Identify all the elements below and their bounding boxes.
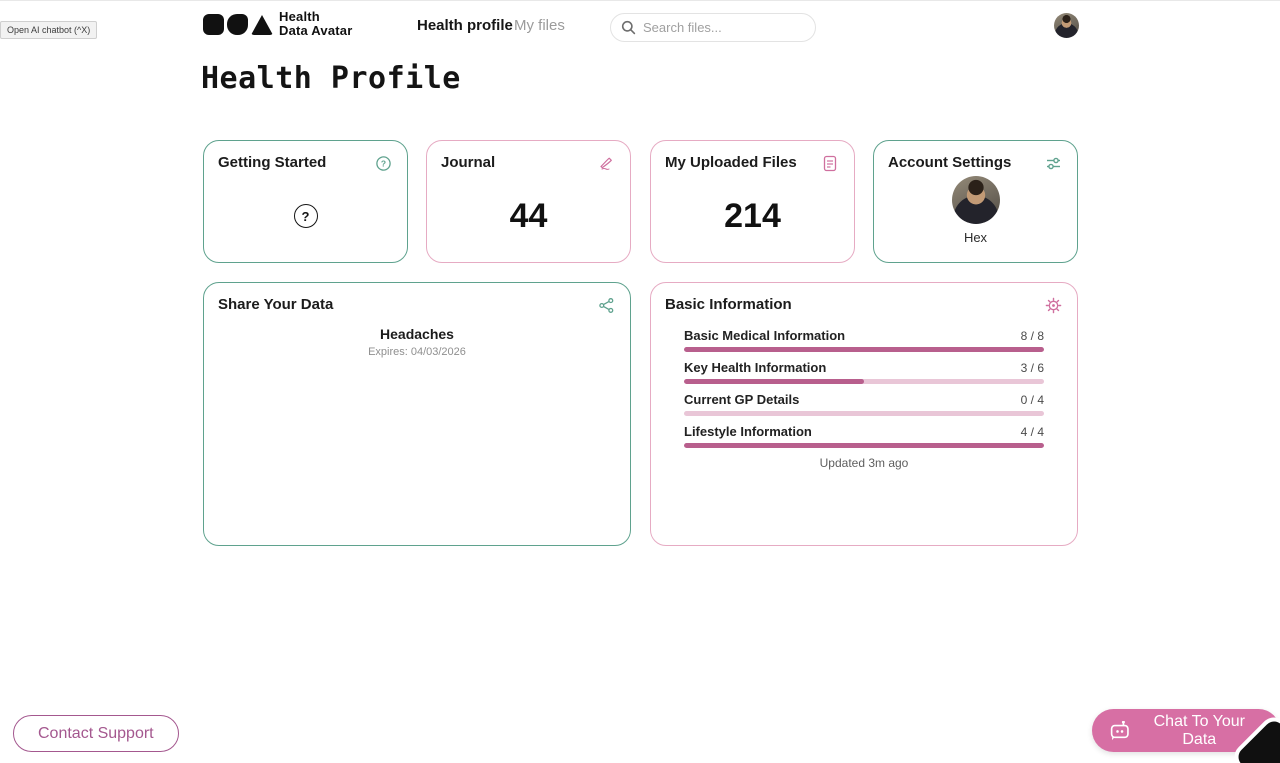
- search-icon: [621, 20, 636, 35]
- sliders-icon[interactable]: [1044, 154, 1062, 172]
- share-data-card[interactable]: Share Your Data Headaches Expires: 04/03…: [203, 282, 631, 546]
- progress-fill: [684, 347, 1044, 352]
- progress-label: Current GP Details: [684, 392, 800, 407]
- share-expiry: Expires: 04/03/2026: [368, 346, 466, 358]
- progress-label: Basic Medical Information: [684, 328, 846, 343]
- ai-chatbot-tooltip: Open AI chatbot (^X): [0, 21, 98, 39]
- user-avatar[interactable]: [1054, 13, 1079, 38]
- progress-track: [684, 443, 1044, 448]
- brand-logo[interactable]: Health Data Avatar: [203, 10, 353, 38]
- basic-information-card[interactable]: Basic Information Basic Medical Informat…: [650, 282, 1078, 546]
- progress-track: [684, 411, 1044, 416]
- help-badge-large-icon: ?: [293, 204, 318, 228]
- card-title: Getting Started: [218, 154, 327, 171]
- files-count: 214: [724, 196, 781, 235]
- account-user-name: Hex: [963, 229, 988, 245]
- progress-fill: [684, 379, 864, 384]
- file-icon[interactable]: [821, 154, 839, 172]
- account-avatar[interactable]: [951, 175, 1000, 224]
- svg-text:?: ?: [380, 158, 385, 168]
- last-updated-text: Updated 3m ago: [819, 456, 909, 470]
- chat-button-label: Chat To Your Data: [1153, 712, 1245, 748]
- progress-value: 4 / 4: [1020, 425, 1044, 439]
- share-icon[interactable]: [597, 296, 615, 314]
- nav-health-profile[interactable]: Health profile: [417, 17, 513, 34]
- uploaded-files-card[interactable]: My Uploaded Files 214: [650, 140, 855, 263]
- help-badge-icon[interactable]: ?: [374, 154, 392, 172]
- chat-to-data-button[interactable]: Chat To Your Data: [1092, 709, 1280, 752]
- progress-section-basic-medical: Basic Medical Information 8 / 8: [684, 328, 1044, 352]
- progress-value: 8 / 8: [1020, 329, 1044, 343]
- card-title: My Uploaded Files: [665, 154, 797, 171]
- progress-fill: [684, 443, 1044, 448]
- card-title: Basic Information: [665, 296, 792, 313]
- journal-count: 44: [509, 196, 548, 235]
- gear-icon[interactable]: [1044, 296, 1062, 314]
- getting-started-card[interactable]: Getting Started ? ?: [203, 140, 408, 263]
- logo-icon: [203, 13, 273, 35]
- search-input[interactable]: [643, 20, 793, 35]
- progress-label: Lifestyle Information: [684, 424, 812, 439]
- progress-value: 0 / 4: [1020, 393, 1044, 407]
- journal-card[interactable]: Journal 44: [426, 140, 631, 263]
- robot-chat-icon: [1110, 720, 1129, 740]
- card-title: Share Your Data: [218, 296, 334, 313]
- brand-wordmark: Health Data Avatar: [279, 9, 353, 38]
- search-bar[interactable]: [610, 13, 816, 42]
- card-title: Journal: [441, 154, 496, 171]
- progress-section-lifestyle: Lifestyle Information 4 / 4: [684, 424, 1044, 448]
- account-settings-card[interactable]: Account Settings Hex: [873, 140, 1078, 263]
- progress-section-gp-details: Current GP Details 0 / 4: [684, 392, 1044, 416]
- progress-value: 3 / 6: [1020, 361, 1044, 375]
- card-title: Account Settings: [888, 154, 1012, 171]
- page-title: Health Profile: [201, 61, 461, 96]
- progress-section-key-health: Key Health Information 3 / 6: [684, 360, 1044, 384]
- top-navbar: Health Data Avatar Health profile My fil…: [0, 1, 1280, 51]
- progress-track: [684, 347, 1044, 352]
- nav-my-files[interactable]: My files: [514, 17, 565, 34]
- pen-icon[interactable]: [597, 154, 615, 172]
- shared-item-name: Headaches: [380, 326, 454, 342]
- progress-track: [684, 379, 1044, 384]
- contact-support-button[interactable]: Contact Support: [13, 715, 179, 752]
- progress-label: Key Health Information: [684, 360, 827, 375]
